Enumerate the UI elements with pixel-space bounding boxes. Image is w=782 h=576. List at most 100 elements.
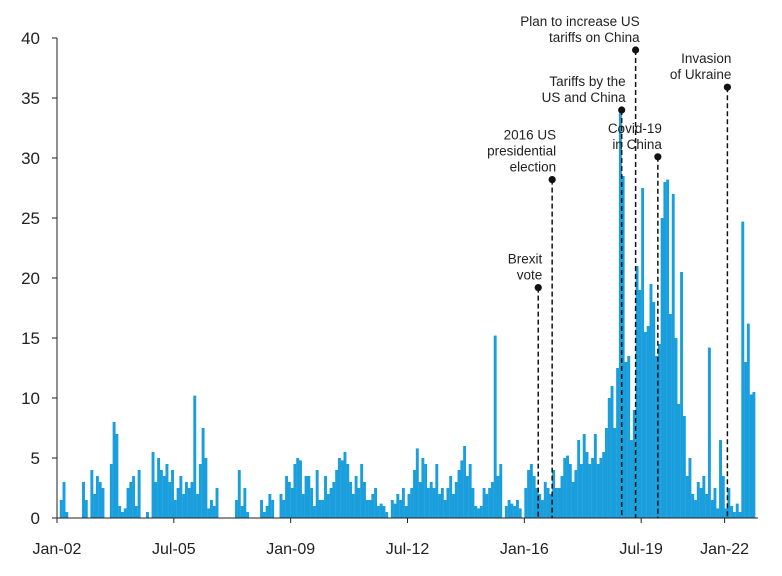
bar — [159, 470, 163, 518]
bar — [82, 482, 85, 518]
bar — [401, 488, 405, 518]
bar — [710, 500, 714, 518]
bar — [382, 506, 386, 518]
bar — [691, 494, 695, 518]
bar — [721, 476, 725, 518]
bar — [321, 500, 325, 518]
bar — [443, 500, 447, 518]
bar — [265, 506, 269, 518]
bar — [432, 488, 436, 518]
bar — [215, 488, 219, 518]
bar — [93, 494, 97, 518]
y-tick-label: 5 — [31, 449, 40, 468]
bar — [468, 464, 472, 518]
annotation-marker — [618, 106, 626, 114]
bar — [638, 290, 642, 518]
bar — [549, 494, 553, 518]
bar — [663, 182, 667, 518]
event-annotations: Brexit vote 2016 US presidential election Tar… — [487, 14, 731, 518]
bar — [285, 476, 289, 518]
bar — [657, 344, 661, 518]
bar — [738, 512, 742, 518]
bar — [546, 488, 550, 518]
x-tick-label: Jul-19 — [619, 541, 663, 558]
bar — [157, 458, 161, 518]
bar — [212, 506, 216, 518]
bar — [630, 440, 633, 518]
bar — [198, 464, 202, 518]
bar — [635, 266, 639, 518]
bar — [602, 452, 606, 518]
bar — [95, 476, 99, 518]
bar — [599, 458, 603, 518]
y-tick-label: 25 — [21, 209, 40, 228]
bar — [479, 506, 483, 518]
bar — [488, 488, 492, 518]
bar — [62, 482, 66, 518]
bar — [557, 488, 561, 518]
y-tick-label: 0 — [31, 509, 40, 528]
bar — [179, 476, 183, 518]
bar — [173, 500, 177, 518]
bar — [237, 470, 241, 518]
bar — [343, 452, 347, 518]
bar — [454, 482, 458, 518]
bar — [176, 488, 180, 518]
bar — [365, 500, 369, 518]
annotation-label: Tariffs by the US and China — [542, 74, 627, 105]
bar — [724, 508, 728, 518]
bar — [154, 482, 158, 518]
bar — [151, 452, 155, 518]
bar — [271, 500, 275, 518]
bar — [624, 362, 628, 518]
bar — [643, 332, 647, 518]
x-tick-label: Jan-02 — [33, 541, 82, 558]
bar — [585, 452, 589, 518]
bar — [376, 506, 380, 518]
bar — [424, 464, 428, 518]
bar — [287, 482, 291, 518]
bar — [240, 506, 244, 518]
bar — [360, 464, 364, 518]
bar — [374, 488, 378, 518]
y-tick-label: 20 — [21, 269, 40, 288]
bar — [282, 500, 286, 518]
bar — [552, 470, 556, 518]
bar — [616, 368, 620, 518]
bar — [168, 482, 172, 518]
bar — [243, 488, 247, 518]
bar — [326, 494, 330, 518]
bar — [607, 398, 611, 518]
bar — [337, 458, 341, 518]
bar — [109, 464, 113, 518]
bar — [413, 470, 416, 518]
bar — [351, 494, 355, 518]
bar — [332, 482, 336, 518]
bar — [485, 494, 489, 518]
annotation-marker — [548, 176, 556, 184]
bar — [613, 428, 617, 518]
bar — [268, 494, 272, 518]
bar — [649, 284, 653, 518]
bar — [541, 500, 544, 518]
bar — [457, 470, 461, 518]
bar — [582, 434, 586, 518]
bar — [118, 506, 122, 518]
bar — [627, 356, 631, 518]
bar — [744, 362, 748, 518]
bar — [390, 500, 394, 518]
bar — [307, 476, 311, 518]
bar — [452, 494, 455, 518]
bar — [696, 482, 700, 518]
bar — [312, 506, 316, 518]
bar — [84, 500, 88, 518]
bar — [123, 508, 127, 518]
annotation-label: 2016 US presidential election — [487, 128, 556, 175]
bar — [588, 464, 592, 518]
bar — [477, 508, 480, 518]
bar — [449, 476, 453, 518]
annotation-marker — [723, 83, 732, 91]
bar — [349, 482, 353, 518]
bar — [641, 188, 645, 518]
bar — [146, 512, 149, 518]
